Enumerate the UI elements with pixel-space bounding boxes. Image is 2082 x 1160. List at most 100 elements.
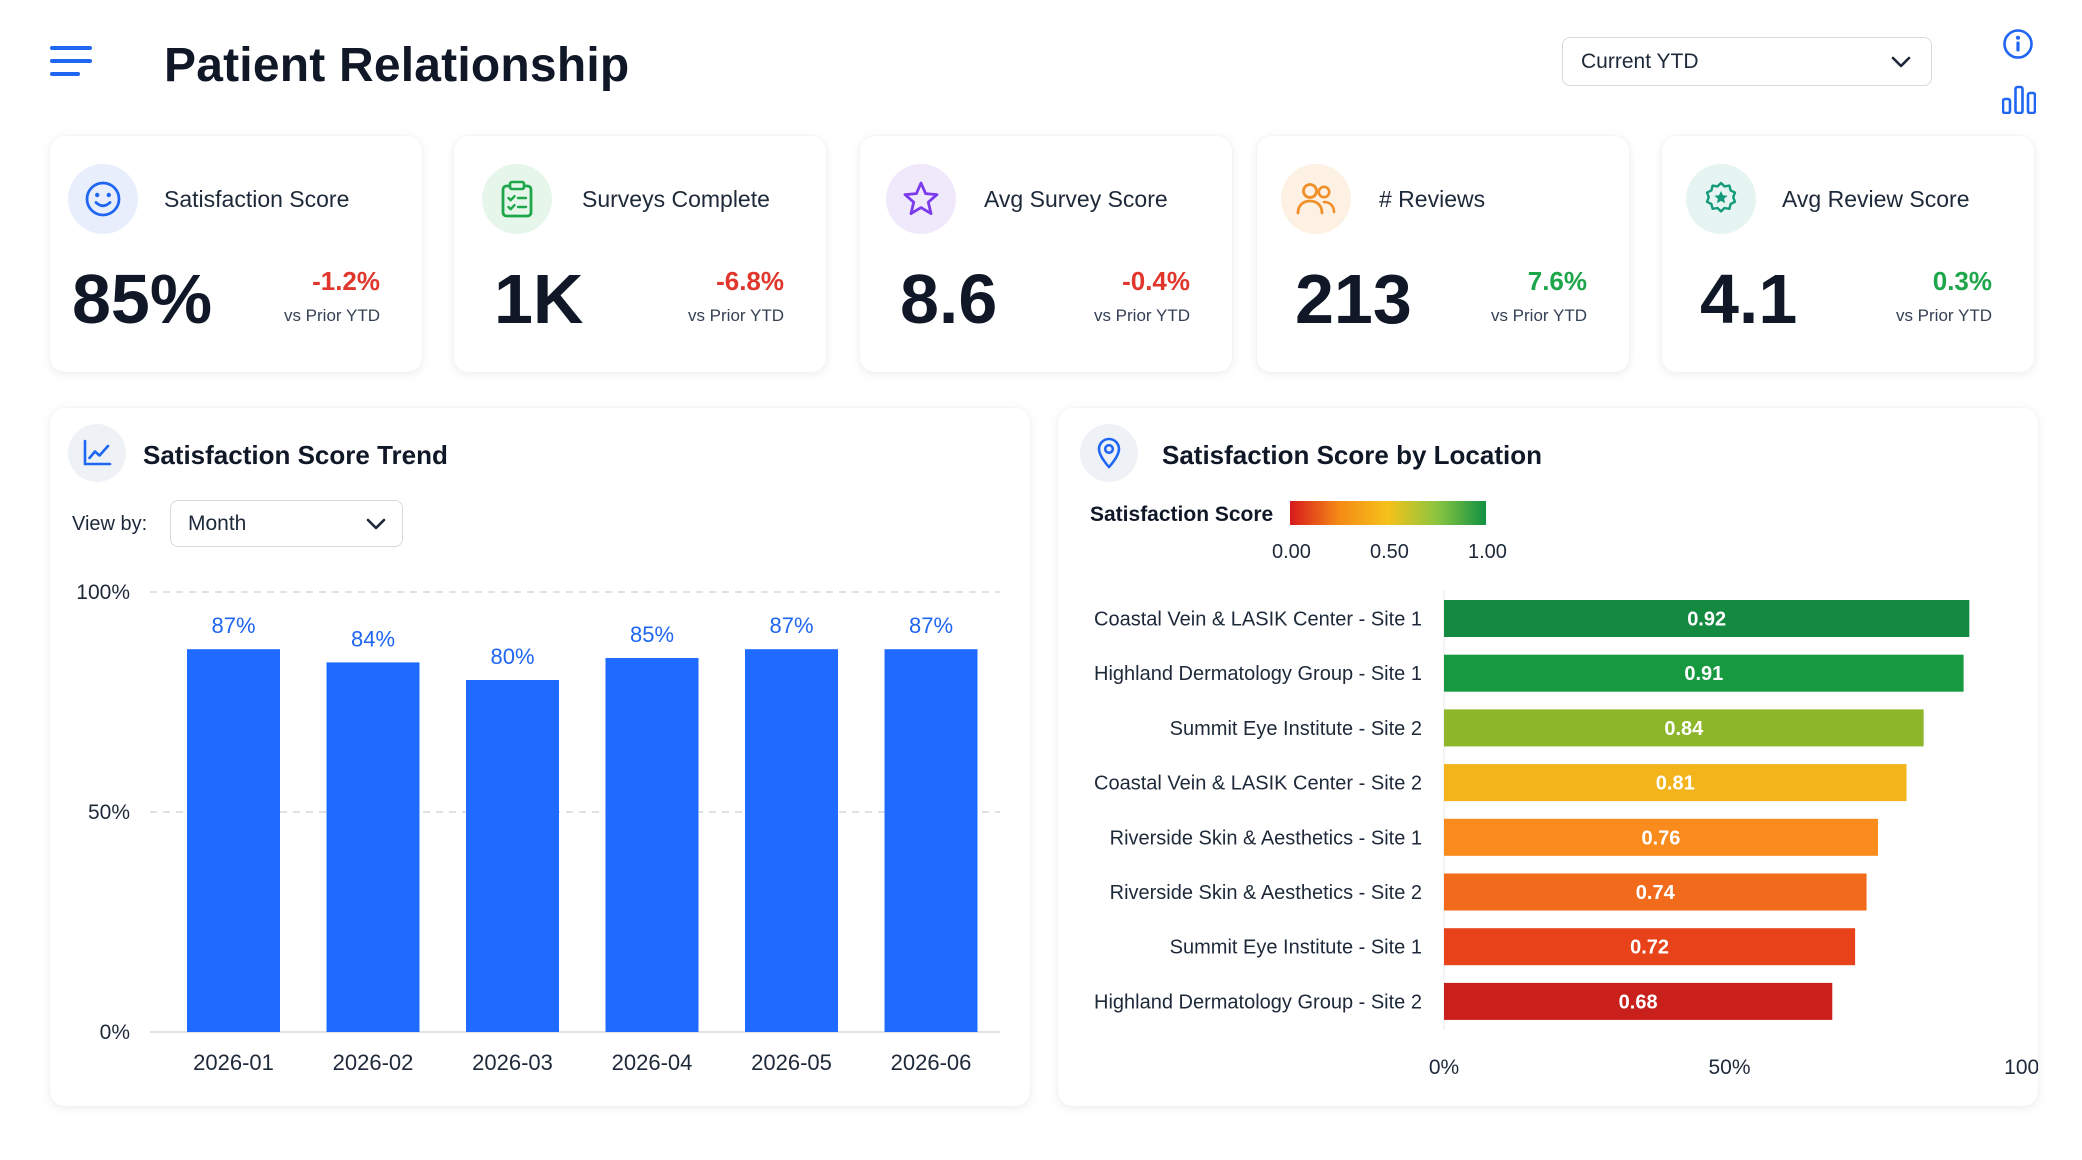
kpi-delta: -1.2% — [312, 266, 380, 296]
trend-bar[interactable] — [745, 649, 838, 1032]
location-bar-chart: 0.92 Coastal Vein & LASIK Center - Site 1… — [1094, 590, 2038, 1079]
bar-data-label: 0.72 — [1630, 937, 1669, 959]
y-tick-label: 100% — [76, 581, 130, 604]
location-bar[interactable] — [1444, 982, 1833, 1020]
kpi-label: Surveys Complete — [582, 186, 770, 212]
kpi-delta: 0.3% — [1932, 266, 1992, 296]
kpi-value: 4.1 — [1700, 260, 1798, 338]
location-bar[interactable] — [1444, 818, 1878, 856]
kpi-card-satisfaction-score: Satisfaction Score 85% -1.2% vs Prior YT… — [50, 136, 422, 372]
location-bar[interactable] — [1444, 654, 1964, 692]
star-icon — [886, 164, 956, 234]
location-label: Summit Eye Institute - Site 2 — [1170, 718, 1422, 740]
info-icon[interactable] — [2002, 28, 2034, 60]
bar-data-label: 87% — [211, 613, 255, 638]
bar-data-label: 0.81 — [1656, 773, 1695, 795]
chevron-down-icon — [1891, 56, 1911, 67]
trend-bar[interactable] — [605, 658, 699, 1032]
users-icon — [1281, 164, 1351, 234]
kpi-card-reviews: # Reviews 213 7.6% vs Prior YTD — [1257, 136, 1629, 372]
kpi-label: Avg Survey Score — [984, 186, 1168, 212]
bar-data-label: 0.92 — [1687, 609, 1726, 631]
badge-star-icon — [1686, 164, 1756, 234]
kpi-delta-caption: vs Prior YTD — [1093, 306, 1190, 325]
line-chart-icon — [68, 424, 126, 482]
location-label: Highland Dermatology Group - Site 1 — [1094, 663, 1422, 685]
kpi-delta-caption: vs Prior YTD — [1895, 306, 1992, 325]
smiley-icon — [68, 164, 138, 234]
kpi-card-avg-survey-score: Avg Survey Score 8.6 -0.4% vs Prior YTD — [860, 136, 1232, 372]
view-by-value: Month — [188, 511, 247, 535]
period-select[interactable]: Current YTD — [1562, 37, 1932, 86]
period-select-value: Current YTD — [1581, 49, 1699, 73]
bar-data-label: 0.76 — [1642, 827, 1681, 849]
page-title: Patient Relationship — [164, 39, 630, 92]
x-tick-label: 2026-03 — [472, 1050, 553, 1075]
trend-bar[interactable] — [466, 680, 559, 1032]
x-tick-label: 50% — [1708, 1056, 1750, 1079]
x-tick-label: 2026-04 — [612, 1050, 693, 1075]
location-label: Summit Eye Institute - Site 1 — [1170, 937, 1422, 959]
x-tick-label: 2026-05 — [751, 1050, 832, 1075]
bar-data-label: 80% — [490, 644, 534, 669]
bar-data-label: 85% — [630, 622, 674, 647]
color-legend-label: Satisfaction Score — [1090, 503, 1274, 526]
kpi-value: 213 — [1295, 260, 1412, 338]
kpi-delta-caption: vs Prior YTD — [283, 306, 380, 325]
location-label: Coastal Vein & LASIK Center - Site 1 — [1094, 609, 1422, 631]
bar-data-label: 0.68 — [1619, 991, 1658, 1013]
bar-data-label: 0.74 — [1636, 882, 1676, 904]
panel-title: Satisfaction Score Trend — [143, 440, 448, 470]
location-bar[interactable] — [1444, 764, 1907, 802]
location-bar[interactable] — [1444, 873, 1867, 911]
color-legend-gradient — [1290, 501, 1486, 525]
y-tick-label: 0% — [100, 1021, 130, 1044]
kpi-delta-caption: vs Prior YTD — [687, 306, 784, 325]
legend-tick: 0.50 — [1370, 541, 1409, 563]
view-by-select[interactable]: Month — [170, 500, 403, 547]
kpi-delta: -6.8% — [716, 266, 784, 296]
location-label: Coastal Vein & LASIK Center - Site 2 — [1094, 773, 1422, 795]
kpi-value: 8.6 — [900, 260, 998, 338]
view-by-label: View by: — [72, 513, 148, 535]
kpi-value: 1K — [494, 260, 584, 338]
location-bar[interactable] — [1444, 928, 1856, 966]
x-tick-label: 2026-06 — [891, 1050, 972, 1075]
x-tick-label: 0% — [1429, 1056, 1459, 1079]
x-tick-label: 2026-01 — [193, 1050, 274, 1075]
clipboard-icon — [482, 164, 552, 234]
bar-data-label: 87% — [769, 613, 813, 638]
map-pin-icon — [1080, 424, 1138, 482]
kpi-delta-caption: vs Prior YTD — [1490, 306, 1587, 325]
trend-bar[interactable] — [884, 649, 978, 1032]
x-tick-label: 2026-02 — [333, 1050, 414, 1075]
y-tick-label: 50% — [88, 801, 130, 824]
bar-chart-icon[interactable] — [2001, 82, 2037, 115]
kpi-label: Avg Review Score — [1782, 186, 1970, 212]
legend-tick: 0.00 — [1272, 541, 1311, 563]
location-label: Riverside Skin & Aesthetics - Site 1 — [1110, 827, 1422, 849]
bar-data-label: 0.84 — [1664, 718, 1704, 740]
bar-data-label: 84% — [351, 626, 395, 651]
bar-data-label: 0.91 — [1684, 663, 1723, 685]
location-label: Riverside Skin & Aesthetics - Site 2 — [1110, 882, 1422, 904]
kpi-delta: 7.6% — [1527, 266, 1587, 296]
kpi-card-avg-review-score: Avg Review Score 4.1 0.3% vs Prior YTD — [1662, 136, 2034, 372]
legend-tick: 1.00 — [1468, 541, 1507, 563]
trend-bar[interactable] — [326, 662, 420, 1032]
location-bar[interactable] — [1444, 600, 1970, 637]
chevron-down-icon — [366, 518, 386, 529]
panel-title: Satisfaction Score by Location — [1162, 440, 1542, 470]
location-label: Highland Dermatology Group - Site 2 — [1094, 991, 1422, 1013]
bar-data-label: 87% — [909, 613, 953, 638]
kpi-value: 85% — [72, 260, 213, 338]
kpi-label: Satisfaction Score — [164, 186, 350, 212]
location-bar[interactable] — [1444, 709, 1924, 747]
kpi-card-surveys-complete: Surveys Complete 1K -6.8% vs Prior YTD — [454, 136, 826, 372]
kpi-label: # Reviews — [1379, 186, 1486, 212]
menu-icon[interactable] — [48, 40, 94, 82]
x-tick-label: 100% — [2004, 1056, 2038, 1079]
trend-bar-chart: 0% 50% 100% 87% 2026-01 84% 2026-02 80% 2026-03 8… — [76, 581, 1000, 1075]
trend-bar[interactable] — [187, 649, 280, 1032]
kpi-delta: -0.4% — [1122, 266, 1190, 296]
